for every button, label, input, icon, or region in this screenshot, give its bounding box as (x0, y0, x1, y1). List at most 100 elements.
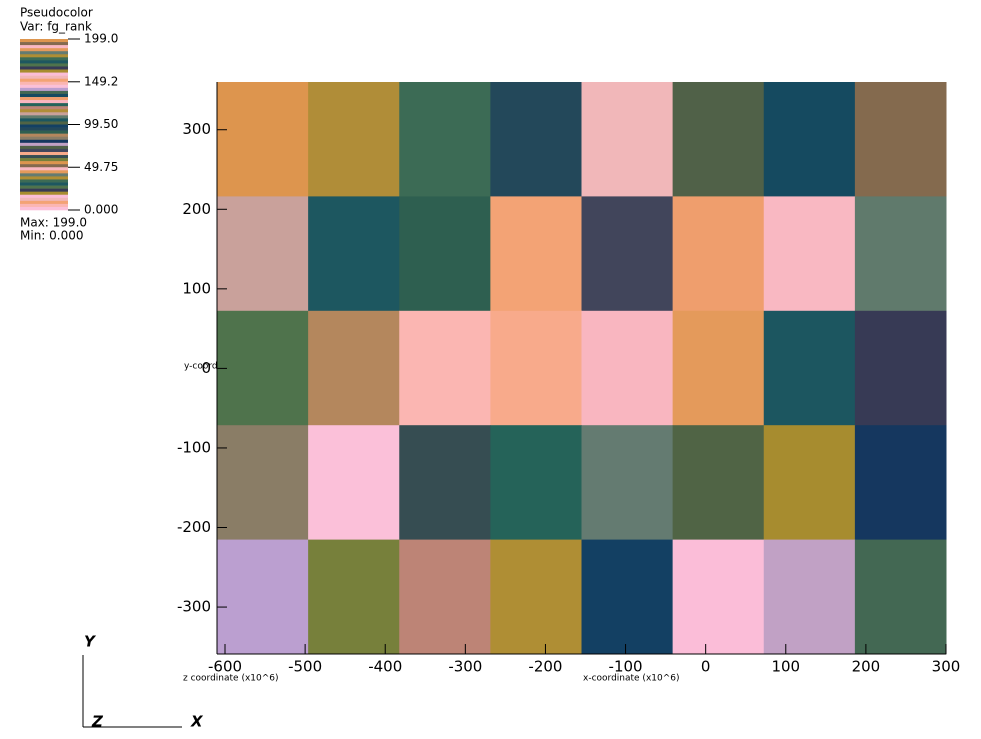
cell (217, 82, 309, 197)
colorbar-stripe (20, 139, 68, 144)
colorbar-stripe (20, 148, 68, 153)
colorbar-stripe (20, 142, 68, 147)
colorbar-stripe (20, 103, 68, 107)
colorbar-stripe (20, 69, 68, 73)
legend-variable: Var: fg_rank (20, 20, 92, 34)
colorbar-stripe (20, 90, 68, 95)
colorbar-stripe (20, 42, 68, 46)
cell (217, 196, 309, 312)
colorbar-stripe (20, 78, 68, 83)
colorbar-tick-label: 149.2 (84, 74, 118, 88)
x-tick-label: 300 (932, 658, 961, 676)
colorbar-tick-label: 0.000 (84, 203, 118, 217)
cell (399, 425, 491, 541)
cell (581, 310, 674, 426)
colorbar-stripe (20, 203, 68, 208)
cell (672, 425, 765, 541)
colorbar-tick-label: 49.75 (84, 160, 118, 174)
cell (672, 196, 765, 312)
cell (308, 539, 400, 655)
colorbar-stripe (20, 191, 68, 196)
legend-min: Min: 0.000 (20, 229, 84, 243)
cell (217, 539, 309, 655)
x-tick-label: -400 (368, 658, 402, 676)
cell (217, 425, 309, 541)
colorbar-stripe (20, 48, 68, 52)
cell (399, 82, 491, 197)
colorbar-stripe (20, 176, 68, 180)
cell (490, 82, 582, 197)
colorbar-stripe (20, 206, 68, 211)
colorbar-stripe (20, 63, 68, 67)
cell (308, 196, 400, 312)
cell (308, 82, 400, 197)
cell (399, 539, 491, 655)
colorbar-stripe (20, 158, 68, 162)
cell (763, 310, 856, 426)
y-tick-label: -300 (177, 598, 211, 616)
cell (308, 310, 400, 426)
x-tick-label: 100 (771, 658, 800, 676)
colorbar-stripe (20, 106, 68, 110)
y-tick-label: 0 (201, 359, 211, 377)
colorbar-stripe (20, 93, 68, 98)
y-tick-label: 300 (182, 120, 211, 138)
colorbar-stripe (20, 124, 68, 128)
cell (581, 82, 674, 197)
colorbar-stripe (20, 66, 68, 70)
colorbar-stripe (20, 87, 68, 92)
x-tick-label: -500 (288, 658, 322, 676)
colorbar-stripe (20, 75, 68, 79)
colorbar-stripe (20, 136, 68, 141)
colorbar-stripe (20, 100, 68, 104)
cell (399, 196, 491, 312)
colorbar-stripe (20, 161, 68, 165)
colorbar-stripe (20, 133, 68, 138)
colorbar-stripe (20, 121, 68, 125)
cell (854, 196, 947, 312)
cell (490, 310, 582, 426)
colorbar-stripe (20, 179, 68, 183)
colorbar-stripe (20, 167, 68, 171)
x-tick-label: -200 (528, 658, 562, 676)
cell (763, 82, 856, 197)
legend-title: Pseudocolor (20, 6, 93, 20)
colorbar-stripe (20, 200, 68, 205)
colorbar-tick-label: 99.50 (84, 117, 118, 131)
cell (854, 310, 947, 426)
cell (581, 539, 674, 655)
colorbar-stripe (20, 45, 68, 49)
cell (763, 196, 856, 312)
z-axis-label: z coordinate (x10^6) (183, 674, 279, 684)
cell (308, 425, 400, 541)
triad-label: Z (91, 713, 104, 731)
colorbar-stripe (20, 109, 68, 113)
cell (581, 425, 674, 541)
legend-max: Max: 199.0 (20, 216, 87, 230)
colorbar-stripe (20, 188, 68, 192)
colorbar-stripe (20, 130, 68, 134)
cell (854, 539, 947, 655)
colorbar-stripe (20, 115, 68, 119)
cell (217, 310, 309, 426)
cell (672, 310, 765, 426)
colorbar-stripe (20, 51, 68, 55)
cell (581, 196, 674, 312)
x-tick-label: -300 (448, 658, 482, 676)
cell (672, 539, 765, 655)
colorbar-stripe (20, 57, 68, 61)
colorbar-stripe (20, 118, 68, 122)
colorbar-stripe (20, 54, 68, 58)
cell (763, 425, 856, 541)
y-tick-label: 100 (182, 279, 211, 297)
cell (490, 196, 582, 312)
colorbar-stripe (20, 97, 68, 101)
colorbar-stripe (20, 170, 68, 174)
colorbar-stripe (20, 197, 68, 202)
y-tick-label: 200 (182, 200, 211, 218)
x-tick-label: 200 (852, 658, 881, 676)
colorbar-stripe (20, 194, 68, 199)
colorbar-stripe (20, 39, 68, 43)
x-tick-label: -100 (609, 658, 643, 676)
